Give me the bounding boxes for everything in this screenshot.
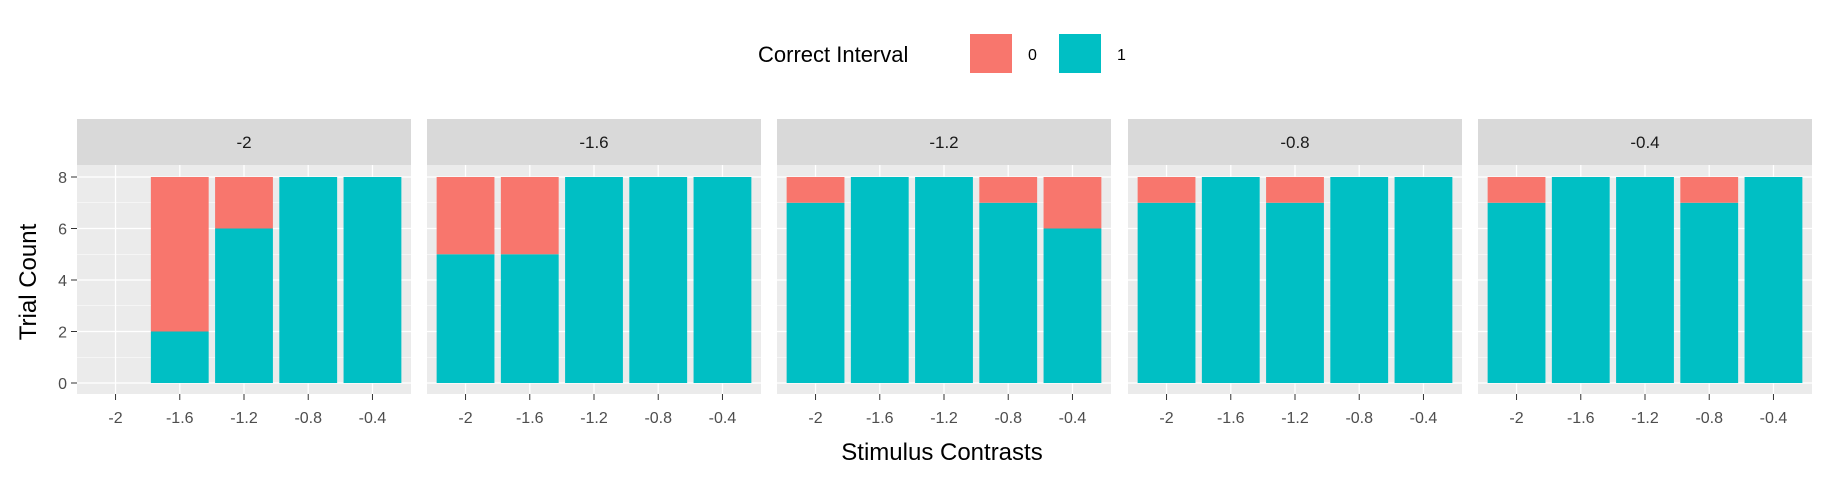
bar-segment-correct-1 [693,177,752,383]
x-tick-label: -1.2 [930,410,958,427]
x-tick-label: -1.2 [1631,410,1659,427]
facet-strip [777,119,1111,165]
x-tick-label: -0.8 [1345,410,1373,427]
bar-segment-correct-1 [500,254,559,383]
bar-segment-correct-1 [343,177,402,383]
y-tick-label-4: 8 [58,170,67,187]
x-axis-title: Stimulus Contrasts [841,439,1042,466]
bar-segment-correct-1 [215,228,273,383]
bar-segment-correct-0 [979,177,1038,203]
facet-strip [77,119,411,165]
x-tick-label: -0.4 [709,410,737,427]
facet-strip [1128,119,1462,165]
bar-segment-correct-1 [1744,177,1803,383]
x-tick-label: -0.4 [1059,410,1087,427]
bar-segment-correct-0 [1043,177,1102,229]
bar-segment-correct-0 [1137,177,1196,203]
bar-segment-correct-1 [1551,177,1610,383]
bar-segment-correct-1 [1394,177,1453,383]
y-axis-title: Trial Count [15,223,42,340]
y-tick-label-1: 2 [58,325,67,342]
x-tick-label: -1.6 [1217,410,1245,427]
facet-strip-label: -0.8 [1280,133,1309,152]
x-tick-label: -0.8 [644,410,672,427]
bar-segment-correct-1 [1201,177,1260,383]
bar-segment-correct-1 [1487,202,1546,383]
legend-swatch-1 [1059,34,1101,73]
facet-strip-label: -1.2 [929,133,958,152]
facet-strip [427,119,761,165]
y-tick-label-3: 6 [58,222,67,239]
y-tick-label-2: 4 [58,273,67,290]
x-tick-label: -0.4 [1410,410,1438,427]
bar-segment-correct-0 [500,177,559,255]
bar-segment-correct-1 [979,202,1038,383]
bar-segment-correct-1 [436,254,495,383]
x-tick-label: -0.8 [1695,410,1723,427]
x-tick-label: -1.6 [166,410,194,427]
x-tick-label: -0.8 [294,410,322,427]
x-tick-label: -2 [108,410,122,427]
x-tick-label: -0.4 [359,410,387,427]
y-tick-label-0: 0 [58,376,67,393]
bar-segment-correct-1 [1137,202,1196,383]
bar-segment-correct-0 [786,177,845,203]
bar-segment-correct-1 [915,177,973,383]
x-tick-label: -1.2 [580,410,608,427]
x-tick-label: -0.8 [994,410,1022,427]
x-tick-label: -2 [1509,410,1523,427]
x-tick-label: -1.2 [1281,410,1309,427]
legend-swatch-0 [970,34,1012,73]
x-tick-label: -2 [808,410,822,427]
bar-segment-correct-1 [279,177,338,383]
facet-panel-1: -1.6 -2 -1.6 -1.2 -0.8 -0.4 [427,119,761,427]
facet-panel-4: -0.4 -2 -1.6 -1.2 -0.8 -0.4 [1478,119,1812,427]
x-tick-label: -1.6 [866,410,894,427]
x-tick-label: -2 [458,410,472,427]
legend: Correct Interval 0 1 [758,34,1126,73]
facet-strip-label: -2 [236,133,251,152]
bar-segment-correct-0 [1487,177,1546,203]
bar-segment-correct-0 [215,177,273,229]
facet-strip-label: -1.6 [579,133,608,152]
bar-segment-correct-1 [850,177,909,383]
bar-segment-correct-1 [1266,202,1324,383]
x-tick-label: -2 [1159,410,1173,427]
x-tick-label: -0.4 [1760,410,1788,427]
bar-segment-correct-1 [1616,177,1674,383]
x-tick-label: -1.2 [230,410,258,427]
legend-label-1: 1 [1117,47,1126,64]
bar-segment-correct-1 [786,202,845,383]
bar-segment-correct-1 [1680,202,1739,383]
bar-segment-correct-1 [629,177,688,383]
bar-segment-correct-0 [1266,177,1324,203]
facet-strip-label: -0.4 [1630,133,1659,152]
bar-segment-correct-1 [150,331,209,383]
facet-panel-2: -1.2 -2 -1.6 -1.2 -0.8 -0.4 [777,119,1111,427]
facet-strip [1478,119,1812,165]
bar-segment-correct-1 [1330,177,1389,383]
bar-segment-correct-0 [1680,177,1739,203]
x-tick-label: -1.6 [516,410,544,427]
bar-segment-correct-0 [436,177,495,255]
x-tick-label: -1.6 [1567,410,1595,427]
facet-panel-0: -2 -2 -1.6 -1.2 -0.8 -0.4 [77,119,411,427]
bar-segment-correct-1 [1043,228,1102,383]
bar-segment-correct-1 [565,177,623,383]
bar-segment-correct-0 [150,177,209,332]
facet-panel-3: -0.8 -2 -1.6 -1.2 -0.8 -0.4 [1128,119,1462,427]
legend-title: Correct Interval [758,42,908,67]
legend-label-0: 0 [1028,47,1037,64]
